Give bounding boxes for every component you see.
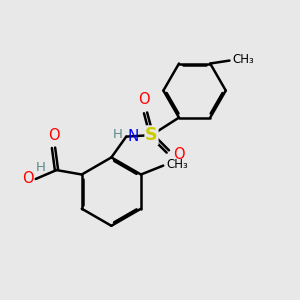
Text: O: O: [173, 147, 185, 162]
Text: CH₃: CH₃: [232, 52, 254, 66]
Text: CH₃: CH₃: [166, 158, 188, 171]
Text: S: S: [145, 126, 158, 144]
Text: O: O: [22, 172, 34, 187]
Text: N: N: [128, 129, 139, 144]
Text: H: H: [36, 160, 46, 174]
Text: O: O: [138, 92, 150, 107]
Text: O: O: [48, 128, 59, 143]
Text: H: H: [113, 128, 123, 141]
